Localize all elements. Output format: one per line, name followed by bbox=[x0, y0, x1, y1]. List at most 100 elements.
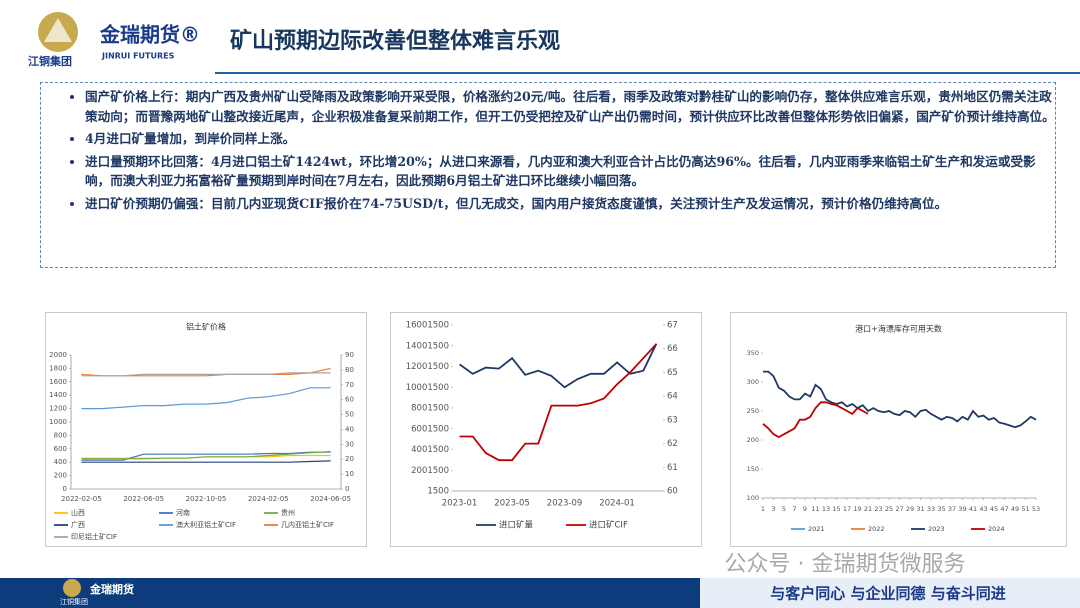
y-tick-label: 200 bbox=[54, 472, 67, 480]
y2-tick-label: 64 bbox=[667, 392, 678, 402]
x-tick-label: 39 bbox=[958, 505, 966, 513]
y2-tick-label: 60 bbox=[345, 396, 354, 404]
y-tick-label: 2001500 bbox=[411, 466, 449, 476]
chart-title: 铝土矿价格 bbox=[186, 322, 226, 332]
y-tick-label: 250 bbox=[747, 407, 759, 415]
series-line bbox=[81, 451, 331, 461]
x-tick-label: 2022-06-05 bbox=[123, 495, 164, 503]
series-line bbox=[81, 460, 331, 463]
y-tick-label: 12001500 bbox=[406, 362, 449, 372]
x-tick-label: 7 bbox=[792, 505, 796, 513]
x-tick-label: 31 bbox=[916, 505, 924, 513]
y-tick-label: 100 bbox=[747, 494, 759, 502]
slide-title: 矿山预期边际改善但整体难言乐观 bbox=[230, 28, 560, 54]
y2-tick-label: 0 bbox=[345, 485, 349, 493]
x-tick-label: 21 bbox=[864, 505, 872, 513]
series-line bbox=[459, 343, 658, 462]
x-tick-label: 17 bbox=[843, 505, 851, 513]
x-tick-label: 3 bbox=[771, 505, 775, 513]
chart: 1500 2001500 4001500 6001500 8001500 10001500… bbox=[390, 312, 702, 547]
y-tick-label: 600 bbox=[54, 445, 67, 453]
footer-group: 江铜集团 bbox=[60, 597, 88, 606]
x-tick-label: 1 bbox=[761, 505, 765, 513]
x-tick-label: 53 bbox=[1032, 505, 1040, 513]
x-tick-label: 2024-06-05 bbox=[310, 495, 351, 503]
y-tick-label: 14001500 bbox=[406, 341, 449, 351]
slogan: 与客户同心 与企业同德 与奋斗同进 bbox=[770, 585, 1005, 603]
x-tick-label: 35 bbox=[937, 505, 945, 513]
brand: 金瑞期货® bbox=[99, 23, 200, 47]
x-tick-label: 13 bbox=[822, 505, 830, 513]
bullet: 国产矿价格上行：期内广西及贵州矿山受降雨及政策影响开采受限，价格涨约20元/吨。… bbox=[85, 87, 1055, 126]
y2-tick-label: 65 bbox=[667, 368, 678, 378]
y-tick-label: 2000 bbox=[49, 351, 67, 359]
y-tick-label: 10001500 bbox=[406, 383, 449, 393]
y-tick-label: 6001500 bbox=[411, 424, 449, 434]
legend-label: 贵州 bbox=[281, 508, 295, 517]
chart: 铝土矿价格02004006008001000120014001600180020… bbox=[45, 312, 367, 547]
x-tick-label: 2024-02-05 bbox=[248, 495, 289, 503]
x-tick-label: 2024-01 bbox=[599, 499, 635, 509]
y2-tick-label: 63 bbox=[667, 415, 678, 425]
x-tick-label: 2023-09 bbox=[547, 499, 583, 509]
x-tick-label: 43 bbox=[979, 505, 987, 513]
legend-label: 2023 bbox=[928, 525, 945, 533]
y2-tick-label: 90 bbox=[345, 351, 354, 359]
footer-brand: 金瑞期货 bbox=[89, 582, 134, 596]
group-name: 江铜集团 bbox=[28, 54, 72, 68]
y-tick-label: 400 bbox=[54, 458, 67, 466]
legend-label: 进口矿CIF bbox=[589, 520, 628, 531]
y-tick-label: 1800 bbox=[49, 364, 67, 372]
legend-label: 澳大利亚铝土矿CIF bbox=[176, 520, 236, 529]
y2-tick-label: 50 bbox=[345, 411, 354, 419]
bullet-list: 国产矿价格上行：期内广西及贵州矿山受降雨及政策影响开采受限，价格涨约20元/吨。… bbox=[65, 87, 1055, 213]
y2-tick-label: 80 bbox=[345, 366, 354, 374]
header: 江铜集团 金瑞期货® JINRUI FUTURES 矿山预期边际改善但整体难言乐… bbox=[28, 12, 1080, 74]
y-tick-label: 300 bbox=[747, 378, 759, 386]
x-tick-label: 27 bbox=[895, 505, 903, 513]
logo-mark bbox=[44, 18, 72, 42]
slogan-box bbox=[700, 578, 1080, 608]
y-tick-label: 800 bbox=[54, 431, 67, 439]
footer-logo bbox=[63, 579, 81, 597]
x-tick-label: 15 bbox=[832, 505, 840, 513]
y-tick-label: 350 bbox=[747, 349, 759, 357]
x-tick-label: 2023-05 bbox=[494, 499, 530, 509]
y2-tick-label: 10 bbox=[345, 470, 354, 478]
y-tick-label: 0 bbox=[63, 485, 67, 493]
x-tick-label: 23 bbox=[874, 505, 882, 513]
x-tick-label: 2022-10-05 bbox=[186, 495, 227, 503]
series-line bbox=[81, 450, 331, 460]
y-tick-label: 1000 bbox=[49, 418, 67, 426]
y2-tick-label: 30 bbox=[345, 440, 354, 448]
x-tick-label: 5 bbox=[782, 505, 786, 513]
y-tick-label: 16001500 bbox=[406, 321, 449, 331]
x-tick-label: 41 bbox=[969, 505, 977, 513]
series-line bbox=[762, 401, 869, 439]
y-tick-label: 150 bbox=[747, 465, 759, 473]
legend-label: 山西 bbox=[71, 508, 85, 517]
y-tick-label: 200 bbox=[747, 436, 759, 444]
bullet: 4月进口矿量增加，到岸价同样上涨。 bbox=[85, 129, 1055, 149]
y2-tick-label: 60 bbox=[667, 487, 678, 497]
y-tick-label: 8001500 bbox=[411, 404, 449, 414]
x-tick-label: 25 bbox=[885, 505, 893, 513]
y2-tick-label: 67 bbox=[667, 321, 678, 331]
x-tick-label: 19 bbox=[853, 505, 861, 513]
y2-tick-label: 61 bbox=[667, 463, 678, 473]
x-tick-label: 49 bbox=[1011, 505, 1019, 513]
legend-label: 2024 bbox=[988, 525, 1005, 533]
y-tick-label: 1600 bbox=[49, 378, 67, 386]
y2-tick-label: 66 bbox=[667, 344, 678, 354]
x-tick-label: 29 bbox=[906, 505, 914, 513]
legend-label: 进口矿量 bbox=[499, 520, 534, 531]
y-tick-label: 1500 bbox=[427, 487, 449, 497]
x-tick-label: 11 bbox=[811, 505, 819, 513]
footer: 公众号 · 金瑞期货微服务 金瑞期货 江铜集团 与客户同心 与企业同德 与奋斗同… bbox=[0, 552, 1080, 608]
series-line bbox=[81, 372, 331, 377]
watermark: 公众号 · 金瑞期货微服务 bbox=[725, 552, 966, 577]
legend-label: 印尼铝土矿CIF bbox=[71, 532, 117, 541]
x-tick-label: 33 bbox=[927, 505, 935, 513]
